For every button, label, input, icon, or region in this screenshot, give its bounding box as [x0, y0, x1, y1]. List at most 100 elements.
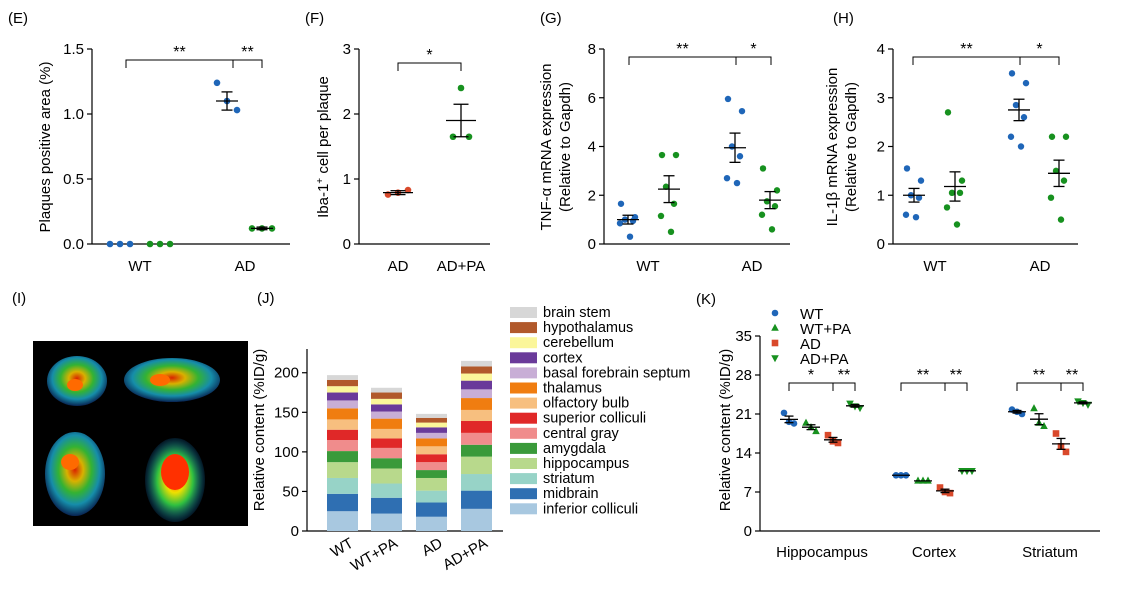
y-tick-label: 8 [588, 41, 596, 58]
data-point [1007, 133, 1015, 140]
bar-segment [327, 451, 358, 463]
y-tick-label: 4 [877, 41, 885, 58]
data-point [963, 468, 971, 476]
y-axis-label: Plaques positive area (%) [37, 62, 54, 233]
legend-marker [771, 339, 779, 347]
sig-ad-adpa-bracket [832, 382, 856, 391]
sig-wt-ad-label: ** [676, 41, 688, 58]
sig-ad-adpa-bracket [1019, 56, 1060, 65]
y-tick-label: 3 [877, 90, 885, 107]
data-point [824, 431, 832, 439]
pet-image-sagittal [124, 358, 220, 402]
y-tick-label: 28 [735, 367, 752, 384]
data-point [919, 476, 927, 484]
data-point [465, 133, 473, 141]
data-point [1040, 421, 1048, 430]
x-tick-label: AD [388, 258, 409, 275]
data-point [790, 420, 798, 427]
panel-label-h: (H) [833, 10, 854, 27]
bar-segment [416, 454, 447, 463]
legend-swatch [510, 427, 537, 439]
legend-marker [771, 309, 779, 317]
data-point [948, 189, 956, 197]
y-tick-label: 2 [588, 187, 596, 204]
data-point [1022, 79, 1030, 87]
sig-ad-adpa-label: * [750, 41, 756, 58]
legend-label: basal forebrain septum [543, 365, 691, 381]
bar-segment [371, 387, 402, 393]
data-point [768, 226, 776, 233]
legend-label: central gray [543, 426, 620, 442]
x-tick-label: Striatum [1022, 544, 1078, 561]
sig-ad-adpa-label: * [1036, 41, 1042, 58]
bar-segment [327, 511, 358, 531]
panel-label-g: (G) [540, 10, 562, 27]
pet-image-axial [45, 432, 105, 516]
bar-segment [416, 446, 447, 455]
data-point [771, 203, 779, 210]
data-point [733, 179, 741, 187]
data-point [924, 476, 932, 484]
bar-segment [461, 398, 492, 410]
bar-segment [461, 360, 492, 367]
bar-segment [327, 379, 358, 387]
y-tick-label: 0.0 [63, 236, 84, 253]
bar-segment [416, 477, 447, 491]
bar-segment [371, 404, 402, 412]
y-tick-label: 0 [744, 523, 752, 540]
sig-ad-adpa-bracket [944, 382, 968, 391]
data-point [723, 174, 731, 182]
legend-label: hypothalamus [543, 320, 633, 336]
bar-segment [461, 490, 492, 509]
bar-segment [371, 458, 402, 469]
y-tick-label: 1.5 [63, 41, 84, 58]
legend-swatch [510, 322, 537, 334]
x-tick-label: WT [636, 258, 659, 275]
bar-segment [371, 438, 402, 448]
legend-marker [771, 355, 779, 363]
x-tick-label: AD [419, 535, 446, 560]
data-point [1062, 448, 1070, 456]
legend-label: cerebellum [543, 335, 614, 351]
data-point [1012, 101, 1020, 109]
data-point [449, 133, 457, 141]
legend-label: hippocampus [543, 456, 629, 472]
y-tick-label: 150 [274, 404, 299, 421]
y-tick-label: 2 [343, 106, 351, 123]
bar-segment [461, 444, 492, 457]
sig-ad-adpa-label: ** [241, 44, 253, 61]
data-point [1020, 114, 1028, 121]
legend-marker [771, 323, 779, 331]
panel-j: (J) 0 50 100 150 200 Relative content (%ID/g) W… [251, 290, 691, 575]
data-point [903, 165, 911, 172]
bar-segment [416, 502, 447, 517]
data-point [457, 84, 465, 92]
data-point [156, 240, 164, 248]
data-point [670, 200, 678, 207]
bar-segment [371, 392, 402, 399]
bar-segment [371, 418, 402, 429]
data-point [728, 143, 736, 150]
data-point [1030, 404, 1038, 412]
data-point [958, 177, 966, 184]
bar-segment [416, 470, 447, 478]
y-tick-label: 2 [877, 139, 885, 156]
bar-segment [371, 497, 402, 514]
data-point [902, 211, 910, 218]
data-point [1017, 143, 1025, 150]
data-point [1008, 70, 1016, 77]
data-point [724, 95, 732, 103]
data-point [736, 153, 744, 160]
sig-wt-ad-bracket [788, 382, 834, 391]
legend-swatch [510, 307, 537, 318]
legend-label: WT [800, 306, 823, 323]
data-point [968, 468, 976, 476]
data-point [146, 240, 154, 248]
legend-label: AD+PA [800, 351, 849, 368]
data-point [738, 107, 746, 115]
bar-segment [371, 447, 402, 459]
sig-wt-ad-bracket [912, 56, 1021, 65]
bar-segment [371, 411, 402, 419]
data-point [166, 240, 174, 248]
